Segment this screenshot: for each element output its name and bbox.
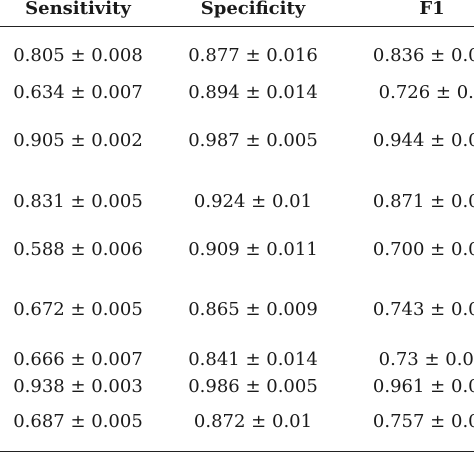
table-header-row: Sensitivity Specificity F1	[0, 0, 474, 24]
sensitivity-cell: 0.634 ± 0.007	[13, 82, 143, 103]
f1-cell: 0.743 ± 0.00	[372, 299, 474, 320]
sensitivity-cell: 0.905 ± 0.002	[13, 130, 143, 151]
header-f1: F1	[419, 0, 445, 19]
specificity-cell: 0.872 ± 0.01	[193, 411, 313, 432]
sensitivity-cell: 0.938 ± 0.003	[13, 376, 143, 397]
sensitivity-cell: 0.805 ± 0.008	[13, 45, 143, 66]
specificity-cell: 0.924 ± 0.01	[193, 191, 313, 212]
f1-cell: 0.961 ± 0.08	[372, 376, 474, 397]
f1-cell: 0.700 ± 0.00	[372, 239, 474, 260]
specificity-cell: 0.894 ± 0.014	[188, 82, 318, 103]
specificity-cell: 0.877 ± 0.016	[188, 45, 318, 66]
specificity-cell: 0.987 ± 0.005	[188, 130, 318, 151]
specificity-cell: 0.865 ± 0.009	[188, 299, 318, 320]
sensitivity-cell: 0.666 ± 0.007	[13, 349, 143, 370]
header-sensitivity: Sensitivity	[25, 0, 131, 19]
sensitivity-cell: 0.672 ± 0.005	[13, 299, 143, 320]
specificity-cell: 0.909 ± 0.011	[188, 239, 318, 260]
f1-cell: 0.871 ± 0.00	[372, 191, 474, 212]
f1-cell: 0.757 ± 0.00	[372, 411, 474, 432]
specificity-cell: 0.986 ± 0.005	[188, 376, 318, 397]
f1-cell: 0.836 ± 0.09	[372, 45, 474, 66]
bottom-rule	[0, 451, 474, 452]
f1-cell: 0.944 ± 0.00	[372, 130, 474, 151]
header-specificity: Specificity	[200, 0, 306, 19]
sensitivity-cell: 0.831 ± 0.005	[13, 191, 143, 212]
header-rule	[0, 26, 474, 27]
f1-cell: 0.726 ± 0.0	[378, 82, 474, 103]
f1-cell: 0.73 ± 0.00	[378, 349, 474, 370]
specificity-cell: 0.841 ± 0.014	[188, 349, 318, 370]
sensitivity-cell: 0.687 ± 0.005	[13, 411, 143, 432]
sensitivity-cell: 0.588 ± 0.006	[13, 239, 143, 260]
